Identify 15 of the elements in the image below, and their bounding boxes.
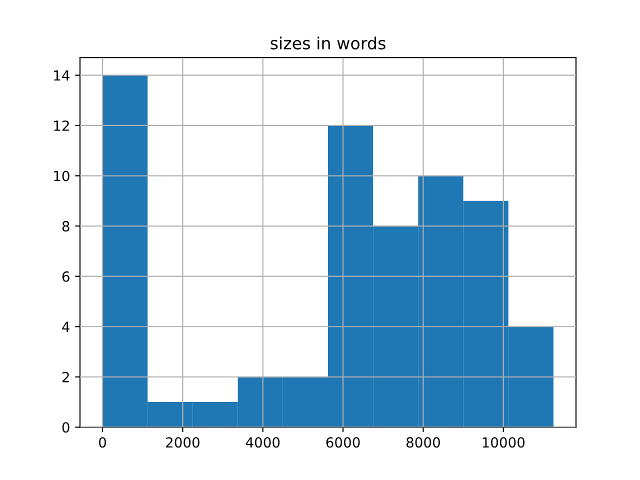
x-tick-label: 6000 [326, 437, 360, 448]
chart-title: sizes in words [270, 36, 386, 50]
y-tick-label: 6 [62, 271, 70, 282]
x-tick-label: 0 [99, 437, 106, 448]
y-tick-label: 4 [62, 322, 70, 332]
x-tick-label: 10000 [482, 437, 525, 448]
x-tick-label: 4000 [246, 437, 280, 448]
y-tick-label: 10 [54, 170, 70, 182]
y-tick-label: 2 [62, 372, 69, 382]
x-tick-label: 8000 [406, 437, 440, 448]
y-tick-label: 14 [54, 70, 70, 80]
y-tick-label: 8 [62, 221, 70, 232]
x-tick-label: 2000 [166, 437, 200, 448]
y-tick-label: 0 [62, 422, 70, 433]
y-tick-label: 12 [54, 120, 69, 131]
